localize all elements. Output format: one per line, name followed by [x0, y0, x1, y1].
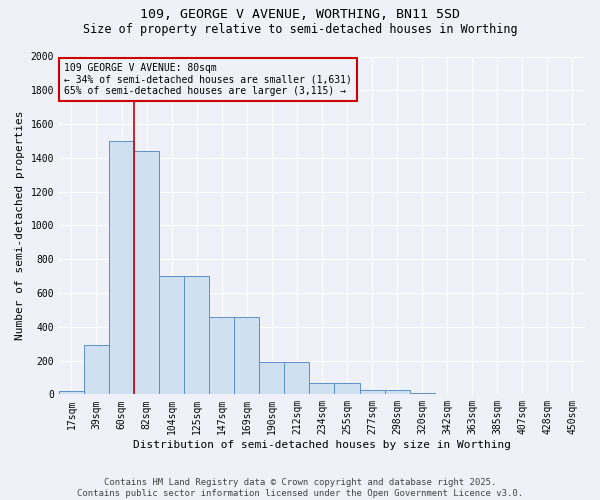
Y-axis label: Number of semi-detached properties: Number of semi-detached properties [15, 110, 25, 340]
Bar [284, 362, 310, 394]
Bar [334, 382, 359, 394]
Text: 109, GEORGE V AVENUE, WORTHING, BN11 5SD: 109, GEORGE V AVENUE, WORTHING, BN11 5SD [140, 8, 460, 20]
Text: 109 GEORGE V AVENUE: 80sqm
← 34% of semi-detached houses are smaller (1,631)
65%: 109 GEORGE V AVENUE: 80sqm ← 34% of semi… [64, 64, 352, 96]
Text: Contains HM Land Registry data © Crown copyright and database right 2025.
Contai: Contains HM Land Registry data © Crown c… [77, 478, 523, 498]
Bar [385, 390, 410, 394]
Bar [109, 141, 134, 395]
Bar [259, 362, 284, 394]
X-axis label: Distribution of semi-detached houses by size in Worthing: Distribution of semi-detached houses by … [133, 440, 511, 450]
Bar [310, 382, 334, 394]
Bar [234, 316, 259, 394]
Bar [134, 151, 159, 394]
Bar [59, 391, 84, 394]
Bar [184, 276, 209, 394]
Bar [359, 390, 385, 394]
Text: Size of property relative to semi-detached houses in Worthing: Size of property relative to semi-detach… [83, 22, 517, 36]
Bar [159, 276, 184, 394]
Bar [84, 346, 109, 395]
Bar [209, 316, 234, 394]
